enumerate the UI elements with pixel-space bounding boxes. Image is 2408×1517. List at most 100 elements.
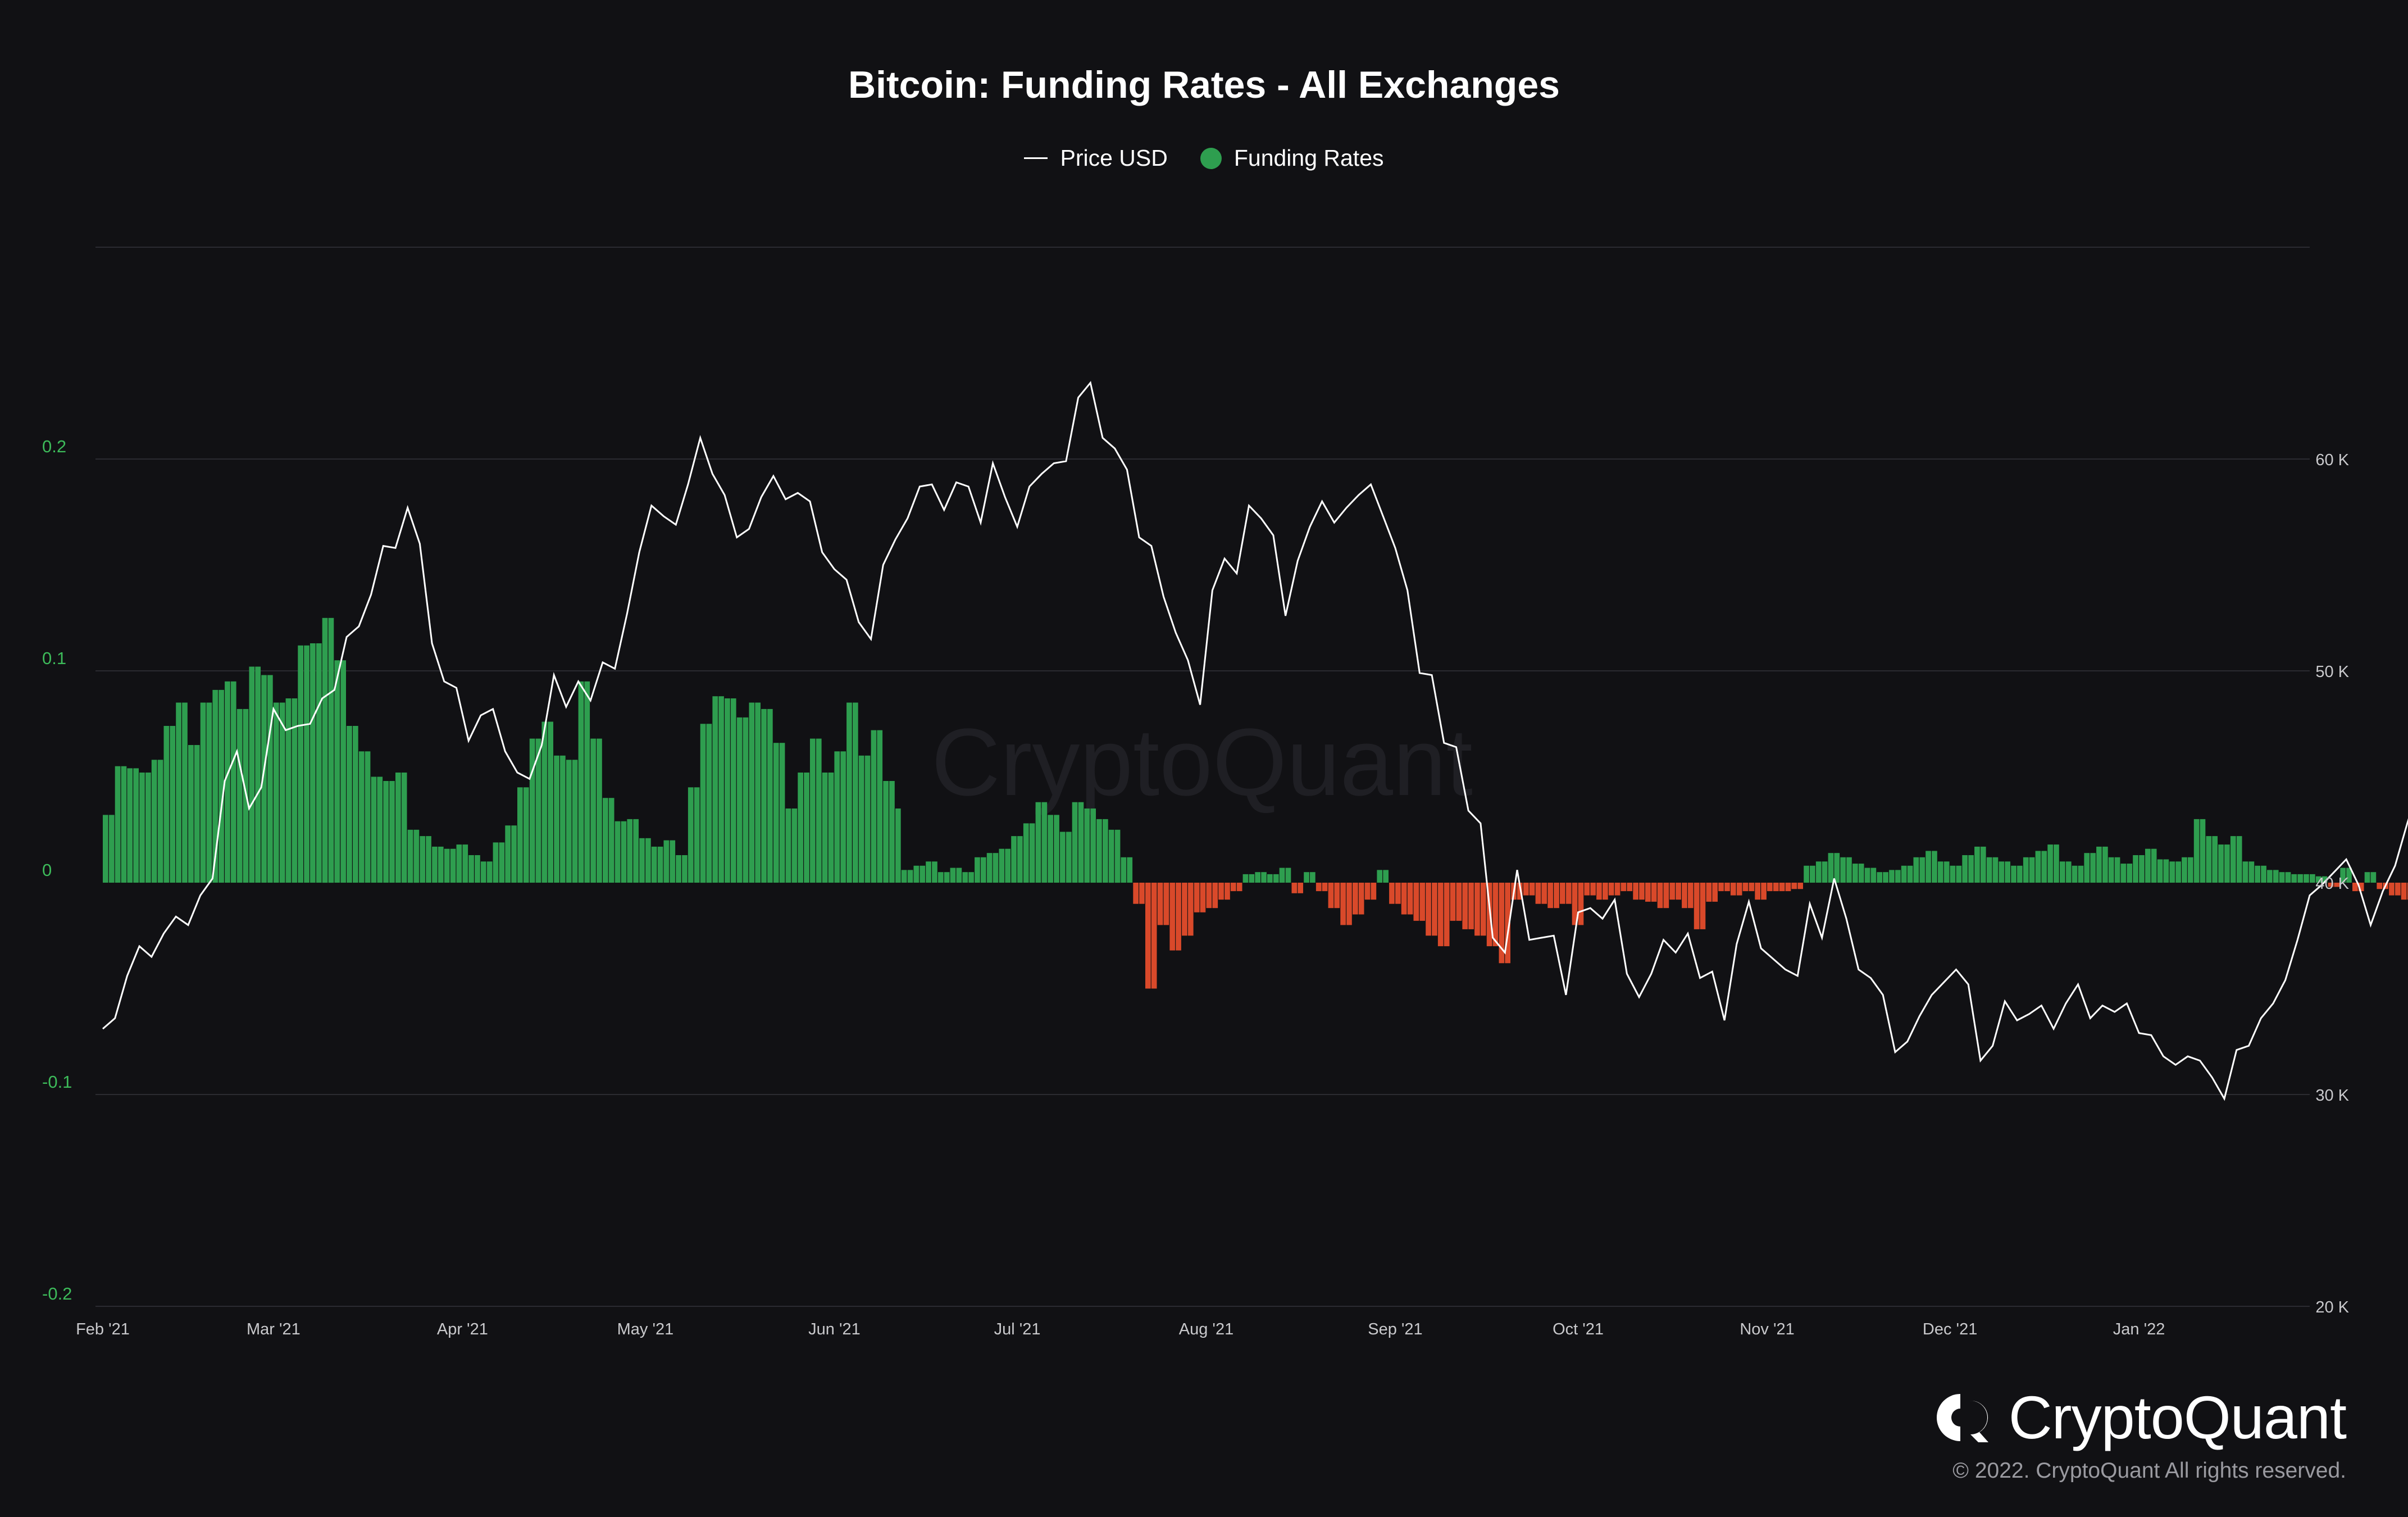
funding-bar [475,855,480,883]
funding-bar [1828,853,1834,883]
funding-bar [2127,864,2133,883]
funding-bar [1474,883,1480,936]
funding-bar [2377,883,2383,889]
funding-bar [1096,819,1102,883]
legend-item-price[interactable]: Price USD [1024,145,1168,171]
funding-bar [121,766,127,883]
x-tick-label: Feb '21 [76,1320,130,1338]
funding-bar [688,787,694,883]
funding-bar [1694,883,1700,929]
funding-bar [1608,883,1614,896]
funding-bar [1797,883,1803,889]
funding-bar [1840,857,1846,883]
funding-bar [304,645,309,883]
funding-bar [1804,865,1809,883]
funding-bar [2054,844,2059,883]
funding-bar [1011,836,1017,883]
funding-bar [182,702,188,883]
funding-bar [298,645,303,883]
funding-bar [523,787,529,883]
y-left-tick-label: -0.2 [42,1284,72,1303]
funding-bar [937,872,944,883]
funding-bar [279,702,285,883]
funding-bar [1267,874,1273,883]
funding-bar [1151,883,1157,989]
funding-bar [1066,832,1072,883]
funding-bar [962,872,968,883]
funding-bar [1322,883,1328,892]
funding-bar [1298,883,1303,893]
funding-bar [1864,867,1870,883]
funding-bar [1017,836,1023,883]
funding-bar [2029,857,2035,883]
funding-bar [1785,883,1791,892]
funding-bar [340,660,346,883]
funding-bar [413,829,420,883]
funding-bar [2407,883,2408,900]
funding-bar [1810,865,1815,883]
x-tick-label: Sep '21 [1368,1320,1422,1338]
funding-bar [383,781,389,883]
y-right-tick-label: 60 K [2315,451,2349,469]
funding-bar [432,846,438,883]
funding-bar [2041,851,2047,883]
funding-bar [700,724,706,883]
funding-bar [365,751,371,883]
y-right-tick-label: 30 K [2315,1087,2349,1105]
funding-bar [1200,883,1206,912]
funding-bar [1182,883,1187,936]
funding-bar [535,738,541,883]
funding-bar [1187,883,1194,936]
funding-bar [889,781,895,883]
funding-bar [145,773,151,883]
funding-bar [2169,861,2175,883]
funding-bar [1992,857,1999,883]
funding-bar [755,702,761,883]
funding-bar [157,760,163,883]
funding-bar [1212,883,1218,909]
legend: Price USD Funding Rates [0,145,2408,171]
funding-bar [2047,844,2053,883]
funding-bar [1590,883,1596,896]
funding-bar [1687,883,1694,909]
funding-bar [1877,872,1883,883]
funding-bar [663,840,670,883]
funding-bar [1529,883,1535,896]
funding-bar [718,696,724,883]
funding-bar [1462,883,1468,929]
funding-bar [578,681,584,883]
funding-bar [1005,848,1010,883]
funding-bar [261,675,267,883]
funding-bar [1133,883,1139,904]
funding-bar [1353,883,1358,915]
funding-bar [541,721,548,883]
funding-bar [2218,844,2224,883]
legend-item-funding[interactable]: Funding Rates [1200,145,1384,171]
funding-bar [907,870,913,883]
funding-bar [1048,815,1053,883]
funding-bar [1261,872,1267,883]
funding-bar [108,815,115,883]
funding-bar [633,819,639,883]
funding-bar [103,815,108,883]
cryptoquant-logo-icon [1936,1393,1988,1442]
funding-bar [993,853,999,883]
funding-bar [468,855,474,883]
funding-bar [1919,857,1926,883]
y-left-tick-label: 0.1 [42,648,66,668]
funding-bar [2065,861,2072,883]
funding-bar [1218,883,1224,900]
funding-bar [798,773,803,883]
funding-bar [1340,883,1346,925]
funding-bar [139,773,145,883]
funding-bar [1315,883,1322,892]
funding-bar [706,724,712,883]
funding-bar [322,617,328,883]
funding-bar [2187,857,2193,883]
grid-lines [95,247,2310,1307]
funding-bar [151,760,157,883]
funding-bar [1584,883,1590,896]
funding-bar [1718,883,1724,892]
funding-bar [730,698,736,883]
funding-bar [1108,829,1114,883]
